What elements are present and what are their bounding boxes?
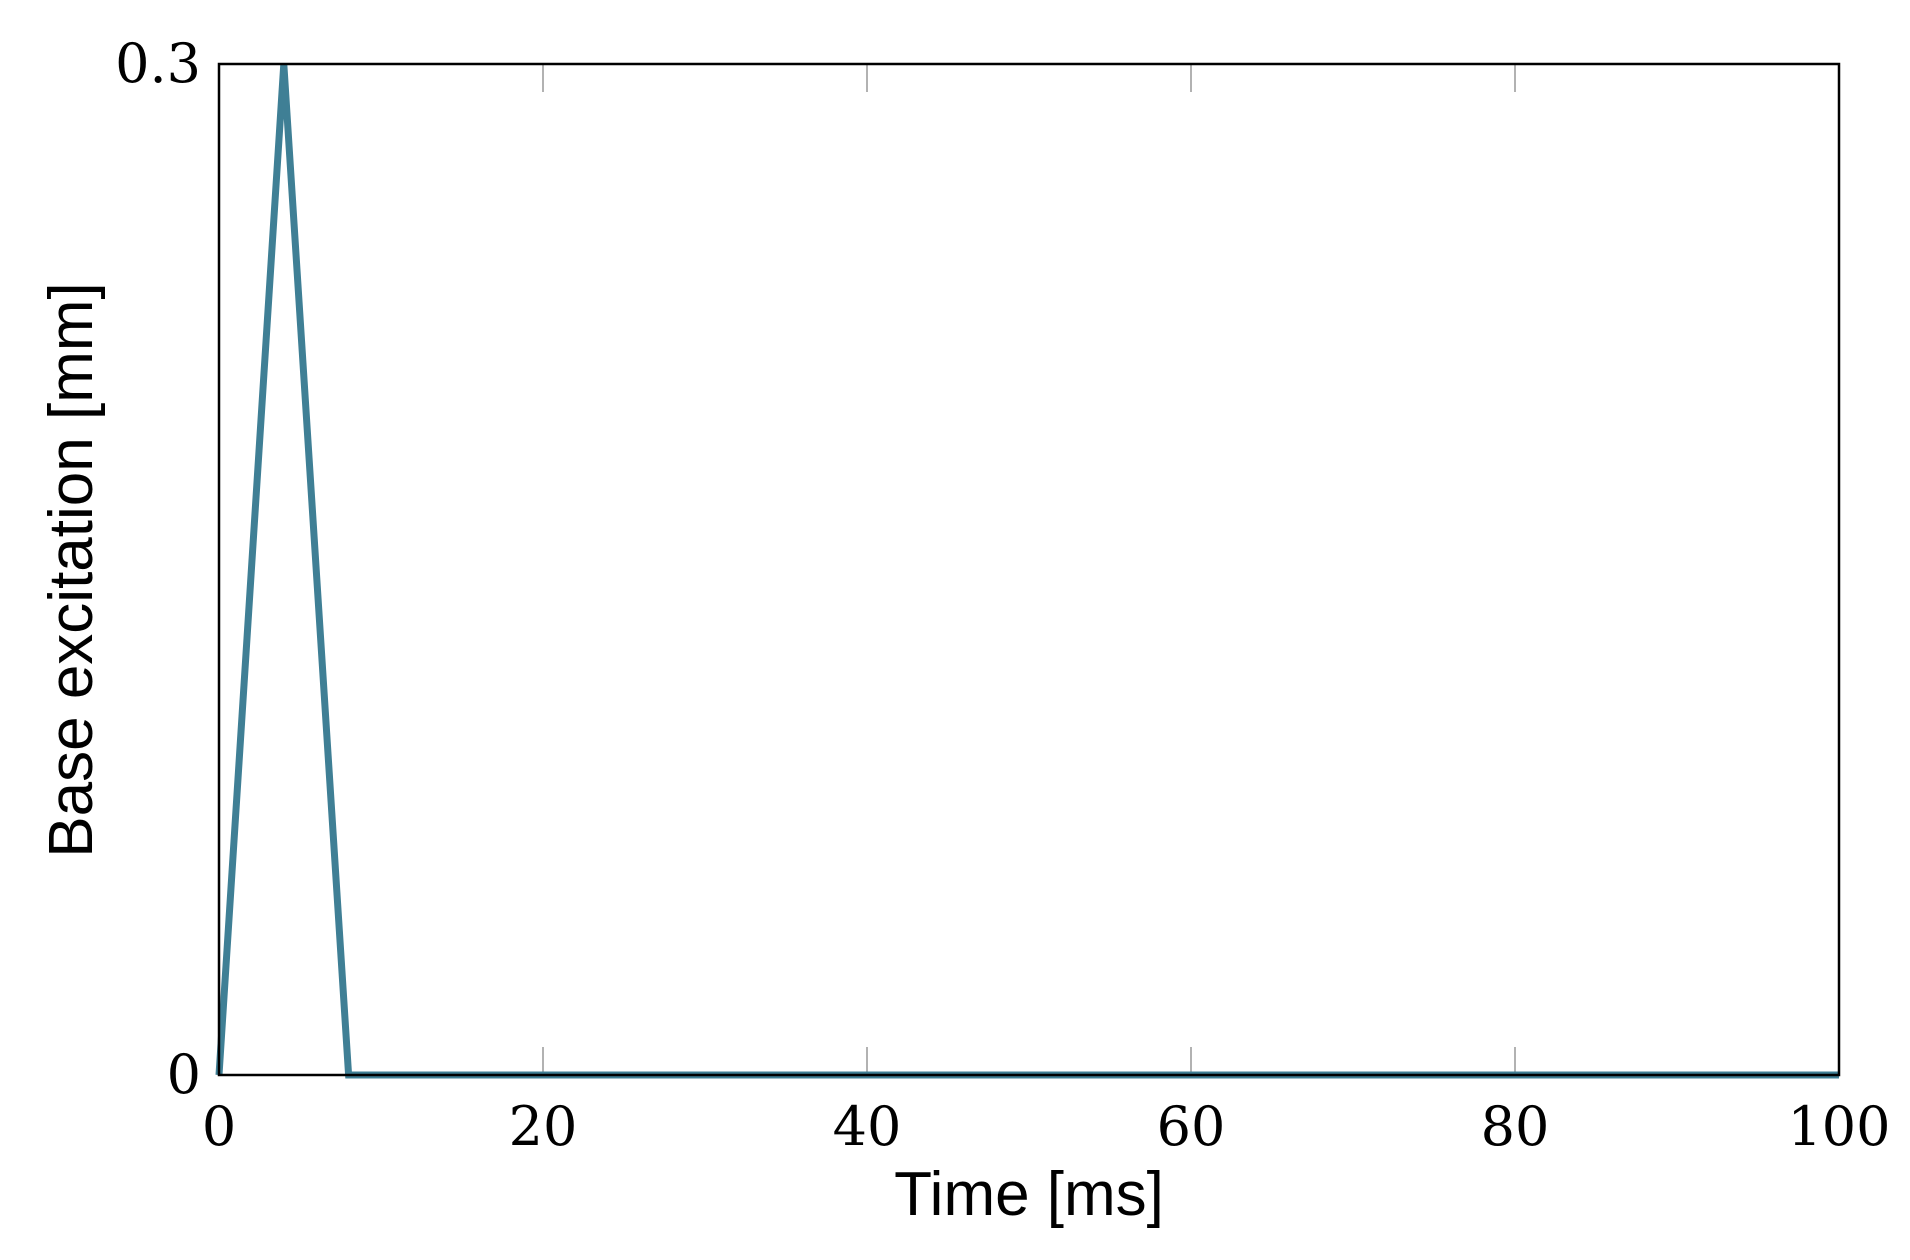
x-tick-label: 80 <box>1481 1095 1550 1158</box>
x-tick-label: 40 <box>833 1095 902 1158</box>
x-tick-label: 100 <box>1787 1095 1890 1158</box>
y-tick-label: 0 <box>167 1043 201 1106</box>
plot-frame <box>217 62 1841 1077</box>
x-tick-label: 60 <box>1157 1095 1226 1158</box>
y-axis-label: Base excitation [mm] <box>37 282 106 857</box>
y-tick-label: 0.3 <box>115 32 201 95</box>
x-tick-label: 0 <box>202 1095 236 1158</box>
x-axis-label: Time [ms] <box>894 1160 1164 1229</box>
data-line <box>215 63 1839 1079</box>
x-tick-label: 20 <box>509 1095 578 1158</box>
